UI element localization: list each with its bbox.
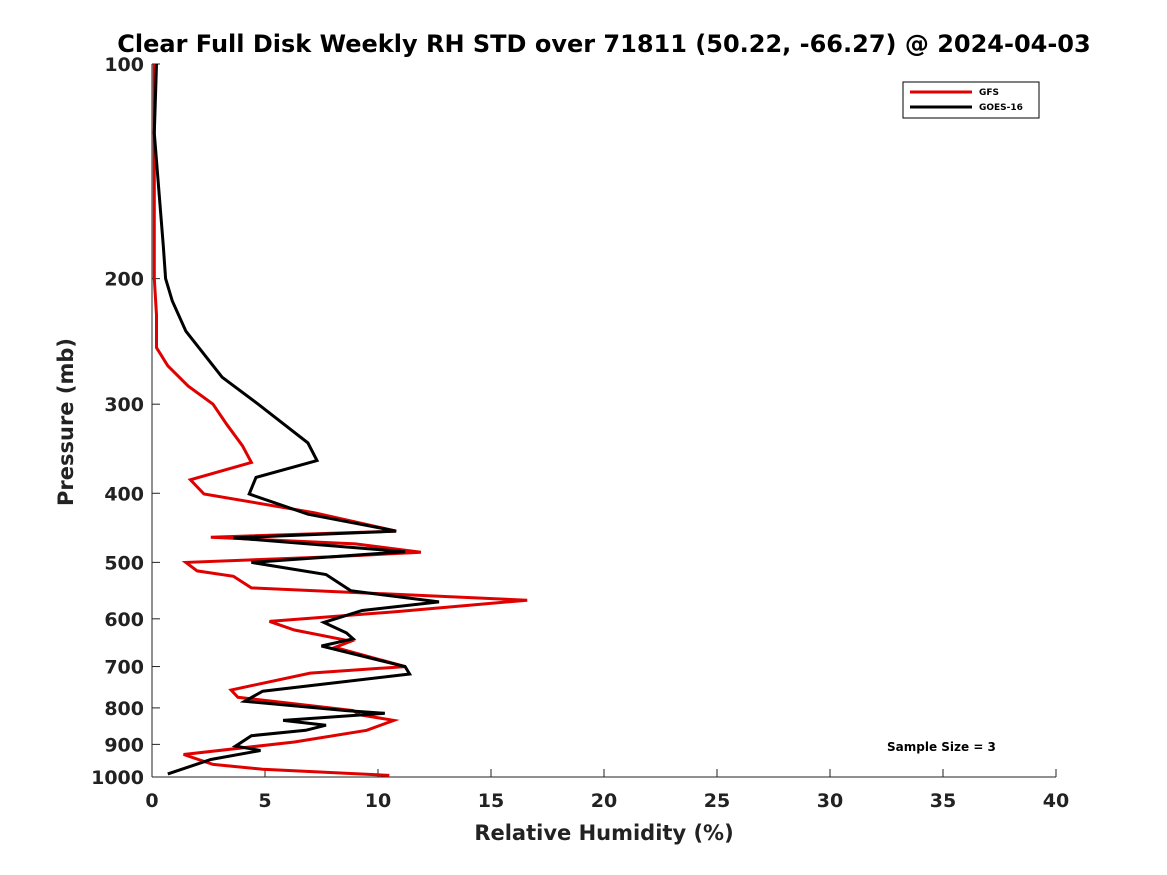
x-axis-label: Relative Humidity (%)	[474, 821, 733, 845]
x-tick-label: 30	[817, 790, 843, 812]
y-tick-label: 700	[104, 657, 144, 679]
y-tick-label: 500	[104, 552, 144, 574]
axes: 0 5 10 15 20 25 30 35 40 100 200 300 400 500 600 700 800…	[91, 54, 1069, 812]
x-tick-label: 20	[591, 790, 617, 812]
y-tick-label: 600	[104, 609, 144, 631]
series-lines	[152, 63, 528, 777]
legend: GFS GOES-16	[902, 81, 1040, 119]
legend-label-goes16: GOES-16	[979, 103, 1023, 113]
y-tick-label: 100	[104, 54, 144, 76]
y-axis-label: Pressure (mb)	[54, 338, 78, 506]
legend-label-gfs: GFS	[979, 88, 999, 98]
x-tick-label: 15	[478, 790, 504, 812]
series-line-goes16	[152, 63, 440, 776]
legend-box	[902, 81, 1040, 119]
y-tick-label: 200	[104, 269, 144, 291]
y-tick-label: 300	[104, 394, 144, 416]
x-tick-label: 40	[1043, 790, 1069, 812]
x-tick-label: 5	[258, 790, 271, 812]
x-tick-label: 10	[365, 790, 391, 812]
y-tick-label: 400	[104, 483, 144, 505]
x-tick-label: 35	[930, 790, 956, 812]
y-tick-label: 1000	[91, 767, 144, 789]
series-line-gfs	[152, 64, 528, 777]
x-tick-label: 25	[704, 790, 730, 812]
sample-size-annotation: Sample Size = 3	[887, 740, 996, 754]
y-tick-label: 900	[104, 734, 144, 756]
y-tick-label: 800	[104, 698, 144, 720]
x-tick-label: 0	[145, 790, 158, 812]
chart-title: Clear Full Disk Weekly RH STD over 71811…	[117, 30, 1090, 58]
